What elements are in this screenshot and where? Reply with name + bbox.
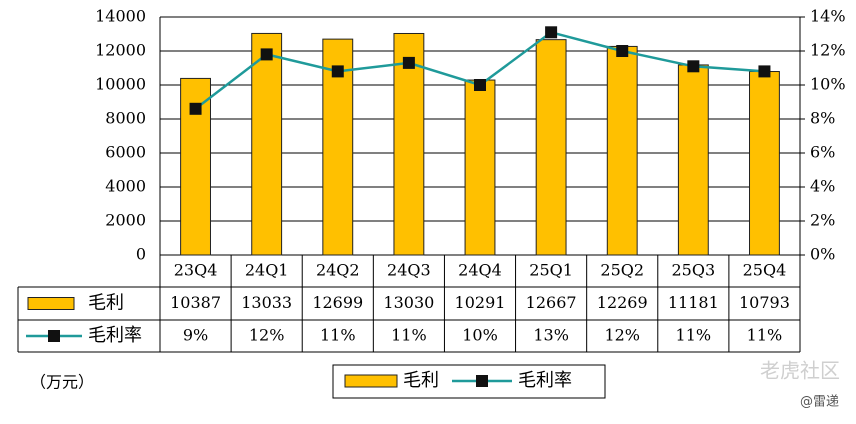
bar — [677, 64, 709, 256]
marker — [331, 65, 344, 78]
table-value: 13% — [533, 326, 569, 345]
y-tick-label: 12000 — [95, 41, 146, 60]
y2-tick-label: 4% — [810, 177, 835, 196]
table-value: 11% — [676, 326, 712, 345]
table-value: 12% — [249, 326, 285, 345]
table-value: 9% — [183, 326, 208, 345]
x-tick-label: 23Q4 — [174, 261, 218, 280]
x-tick-label: 24Q4 — [458, 261, 502, 280]
y-tick-label: 6000 — [105, 143, 146, 162]
y2-tick-label: 2% — [810, 211, 835, 230]
y2-tick-label: 14% — [810, 7, 846, 26]
marker — [687, 60, 700, 73]
table-value: 10% — [462, 326, 498, 345]
marker — [758, 65, 771, 78]
legend-marker — [476, 375, 488, 387]
table-legend-swatch — [27, 297, 75, 310]
bar — [251, 32, 283, 256]
watermark: 老虎社区 — [760, 359, 840, 383]
table-value: 11% — [320, 326, 356, 345]
bar — [606, 45, 638, 256]
y-tick-label: 8000 — [105, 109, 146, 128]
x-tick-label: 25Q3 — [672, 261, 716, 280]
table-value: 12% — [604, 326, 640, 345]
marker — [260, 48, 273, 61]
y-tick-label: 2000 — [105, 211, 146, 230]
table-value: 13033 — [241, 293, 292, 312]
y2-tick-label: 8% — [810, 109, 835, 128]
legend-label: 毛利率 — [518, 370, 572, 391]
x-tick-label: 25Q2 — [600, 261, 644, 280]
bar — [464, 79, 496, 256]
table-row-label: 毛利 — [88, 293, 124, 314]
y2-tick-label: 10% — [810, 75, 846, 94]
unit-note: （万元） — [30, 373, 94, 392]
y2-tick-label: 6% — [810, 143, 835, 162]
table-value: 11181 — [668, 293, 719, 312]
x-tick-label: 24Q3 — [387, 261, 431, 280]
y2-tick-label: 12% — [810, 41, 846, 60]
y-tick-label: 0 — [136, 245, 146, 264]
table-value: 12667 — [526, 293, 577, 312]
table-value: 13030 — [383, 293, 434, 312]
table-value: 10291 — [455, 293, 506, 312]
table-legend-marker — [48, 330, 60, 342]
bar — [393, 32, 425, 256]
x-tick-label: 25Q4 — [743, 261, 787, 280]
table-row-label: 毛利率 — [88, 325, 142, 346]
y2-tick-label: 0% — [810, 245, 835, 264]
marker — [189, 102, 202, 115]
bar — [749, 71, 780, 256]
table-value: 11% — [391, 326, 427, 345]
bar — [535, 39, 567, 256]
table-value: 12699 — [312, 293, 363, 312]
y-tick-label: 10000 — [95, 75, 146, 94]
table-value: 10387 — [170, 293, 221, 312]
marker — [616, 45, 629, 57]
marker — [402, 56, 415, 69]
marker — [545, 26, 558, 39]
legend-swatch — [344, 374, 398, 388]
table-value: 12269 — [597, 293, 648, 312]
legend-box — [332, 364, 606, 399]
table-value: 10793 — [739, 293, 790, 312]
y-tick-label: 14000 — [95, 7, 146, 26]
legend-label: 毛利 — [403, 370, 439, 391]
table-value: 11% — [747, 326, 783, 345]
y-tick-label: 4000 — [105, 177, 146, 196]
x-tick-label: 24Q2 — [316, 261, 360, 280]
x-tick-label: 25Q1 — [529, 261, 573, 280]
marker — [474, 79, 486, 91]
source: @雷递 — [800, 395, 839, 410]
x-tick-label: 24Q1 — [245, 261, 289, 280]
